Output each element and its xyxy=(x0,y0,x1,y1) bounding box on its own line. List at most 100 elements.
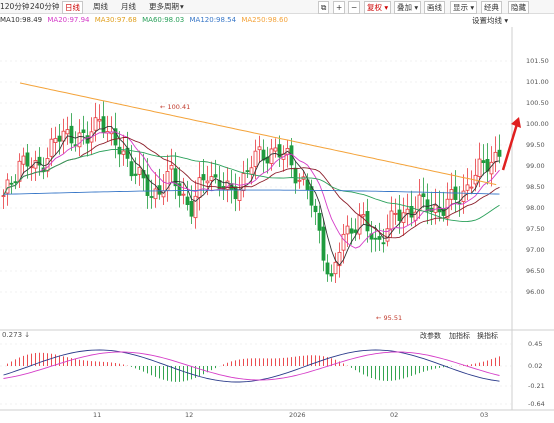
macd-tick: -0.21 xyxy=(528,382,545,390)
candle-up xyxy=(237,189,242,201)
candle-up xyxy=(205,180,210,184)
candle-up xyxy=(385,228,390,242)
candle-up xyxy=(169,164,174,170)
period-more[interactable]: 更多周期 xyxy=(149,2,179,11)
candle-up xyxy=(357,214,362,235)
candle-up xyxy=(1,195,6,197)
plus-icon[interactable]: + xyxy=(333,1,346,14)
candle-down xyxy=(421,193,426,198)
candle-up xyxy=(449,189,454,200)
ma-legend: MA10:98.49 MA20:97.94 MA30:97.68 MA60:98… xyxy=(0,14,291,26)
candle-down xyxy=(353,229,358,233)
candle-up xyxy=(193,195,198,219)
hide-button[interactable]: 隐藏 xyxy=(508,1,529,14)
price-tick: 99.50 xyxy=(526,141,545,149)
adjust-button[interactable]: 复权 ▾ xyxy=(364,1,392,14)
chevron-down-icon[interactable]: ▾ xyxy=(180,2,184,11)
candle-down xyxy=(373,237,378,240)
candle-up xyxy=(477,158,482,177)
price-tick: 98.00 xyxy=(526,204,545,212)
candle-down xyxy=(173,168,178,187)
candle-down xyxy=(457,202,462,205)
period-120min[interactable]: 120分钟 xyxy=(0,2,30,11)
indicator-header: 0.273 ↓ 改参数 加指标 换指标 xyxy=(0,331,512,341)
candle-up xyxy=(253,150,258,167)
candle-down xyxy=(313,205,318,213)
candle-down xyxy=(497,149,502,157)
price-tick: 100.00 xyxy=(526,120,549,128)
indicator-value: 0.273 ↓ xyxy=(2,331,31,339)
candle-up xyxy=(209,176,214,181)
candle-down xyxy=(185,196,190,206)
candle-down xyxy=(317,212,322,231)
candle-up xyxy=(297,179,302,182)
candle-up xyxy=(65,129,70,135)
edit-params-button[interactable]: 改参数 xyxy=(420,332,441,340)
candle-down xyxy=(233,186,238,200)
price-tick: 101.50 xyxy=(526,57,549,65)
candle-up xyxy=(493,151,498,163)
candle-down xyxy=(321,226,326,261)
candle-down xyxy=(377,236,382,240)
candle-up xyxy=(137,166,142,175)
display-button[interactable]: 显示 ▾ xyxy=(450,1,478,14)
candle-down xyxy=(409,205,414,218)
candle-down xyxy=(213,174,218,178)
candle-down xyxy=(261,149,266,161)
x-tick: 12 xyxy=(185,411,194,419)
ma30-label: MA30:97.68 xyxy=(94,16,137,24)
minus-icon[interactable]: − xyxy=(348,1,361,14)
ma-settings-button[interactable]: 设置均线 ▾ xyxy=(472,16,509,25)
candle-up xyxy=(269,148,274,164)
candle-up xyxy=(197,177,202,198)
candle-up xyxy=(345,225,350,235)
candle-up xyxy=(333,261,338,275)
price-tick: 99.00 xyxy=(526,162,545,170)
candle-down xyxy=(201,174,206,181)
candle-up xyxy=(273,147,278,152)
candle-down xyxy=(177,183,182,196)
candle-down xyxy=(293,167,298,184)
price-tick: 96.50 xyxy=(526,267,545,275)
dif-line xyxy=(3,349,500,383)
ma20-line xyxy=(3,131,500,249)
draw-button[interactable]: 画线 xyxy=(424,1,445,14)
candle-down xyxy=(381,242,386,245)
candle-down xyxy=(329,273,334,277)
add-indicator-button[interactable]: 加指标 xyxy=(449,332,470,340)
classic-button[interactable]: 经典 xyxy=(481,1,502,14)
period-daily[interactable]: 日线 xyxy=(62,1,83,14)
switch-indicator-button[interactable]: 换指标 xyxy=(477,332,498,340)
overlay-button[interactable]: 叠加 ▾ xyxy=(394,1,422,14)
candle-down xyxy=(117,146,122,155)
candle-down xyxy=(245,170,250,172)
copy-icon[interactable]: ⧉ xyxy=(318,1,330,14)
candle-up xyxy=(405,208,410,214)
price-tick: 98.50 xyxy=(526,183,545,191)
candle-up xyxy=(361,214,366,217)
x-tick: 03 xyxy=(480,411,489,419)
toolbar: 120分钟 240分钟 日线 周线 月线 更多周期 ▾ ⧉ + − 复权 ▾ 叠… xyxy=(0,0,554,14)
candle-down xyxy=(37,156,42,166)
ma20-label: MA20:97.94 xyxy=(47,16,90,24)
period-weekly[interactable]: 周线 xyxy=(93,2,108,11)
period-monthly[interactable]: 月线 xyxy=(121,2,136,11)
candle-up xyxy=(77,132,82,148)
arrow-head-icon xyxy=(511,117,521,128)
high-annotation: ← 100.41 xyxy=(160,103,191,111)
candle-up xyxy=(93,117,98,131)
macd-tick: -0.64 xyxy=(528,400,545,408)
price-tick: 96.00 xyxy=(526,288,545,296)
period-240min[interactable]: 240分钟 xyxy=(30,2,60,11)
price-tick: 101.00 xyxy=(526,78,549,86)
candle-down xyxy=(69,125,74,144)
price-tick: 100.50 xyxy=(526,99,549,107)
candle-up xyxy=(469,186,474,189)
candle-down xyxy=(325,262,330,275)
candle-up xyxy=(5,179,10,194)
candle-down xyxy=(13,181,18,184)
candle-up xyxy=(121,150,126,155)
ma250-line xyxy=(19,82,497,186)
candle-down xyxy=(425,199,430,212)
